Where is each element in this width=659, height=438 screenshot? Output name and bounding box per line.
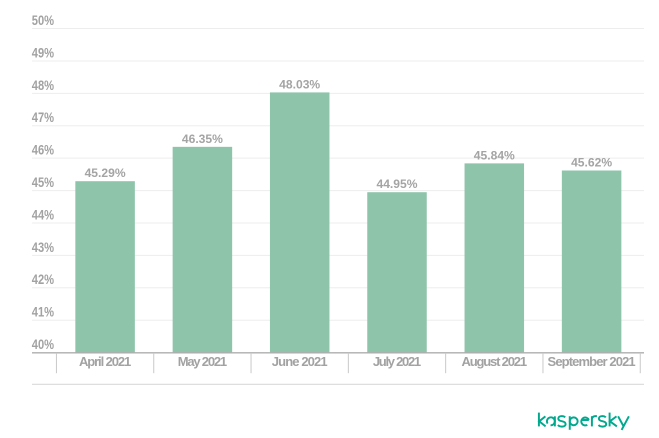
svg-text:45.84%: 45.84% <box>474 148 515 162</box>
svg-text:August 2021: August 2021 <box>462 354 528 369</box>
svg-text:45.62%: 45.62% <box>571 156 612 170</box>
svg-text:48.03%: 48.03% <box>279 77 320 91</box>
svg-text:40%: 40% <box>32 337 54 352</box>
svg-text:44%: 44% <box>32 207 54 222</box>
svg-text:May 2021: May 2021 <box>178 354 227 369</box>
svg-text:46%: 46% <box>32 143 54 158</box>
svg-text:April 2021: April 2021 <box>79 354 131 369</box>
svg-text:September 2021: September 2021 <box>548 354 636 369</box>
svg-text:50%: 50% <box>32 13 54 28</box>
svg-text:43%: 43% <box>32 240 54 255</box>
svg-text:45.29%: 45.29% <box>85 166 126 180</box>
svg-text:49%: 49% <box>32 45 54 60</box>
svg-text:44.95%: 44.95% <box>376 177 417 191</box>
svg-text:48%: 48% <box>32 78 54 93</box>
svg-text:45%: 45% <box>32 175 54 190</box>
svg-text:July 2021: July 2021 <box>373 354 421 369</box>
svg-text:41%: 41% <box>32 305 54 320</box>
svg-text:42%: 42% <box>32 272 54 287</box>
svg-text:47%: 47% <box>32 110 54 125</box>
svg-text:46.35%: 46.35% <box>182 132 223 146</box>
svg-text:June 2021: June 2021 <box>272 354 328 369</box>
